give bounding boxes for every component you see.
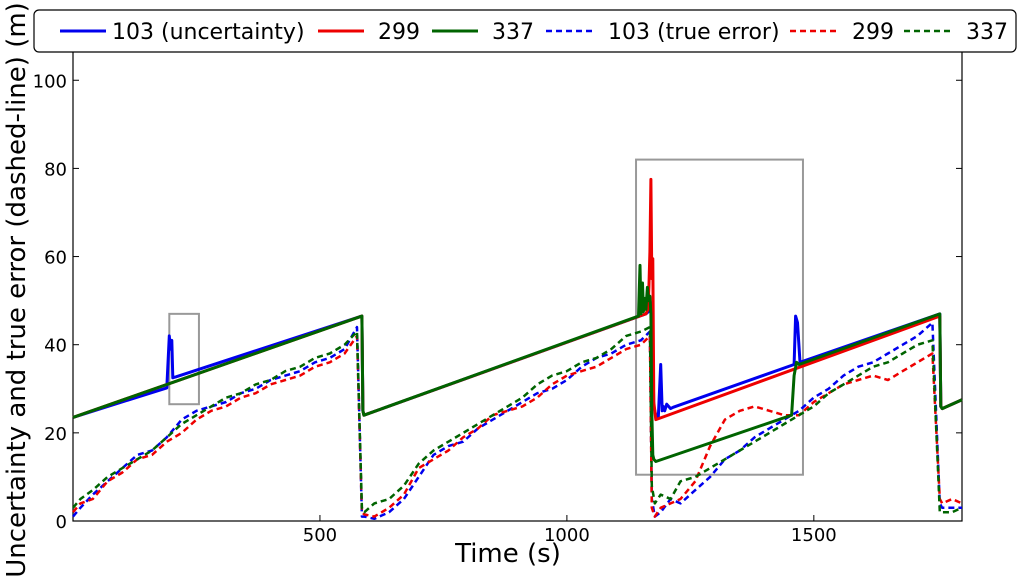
y-tick-label: 100 bbox=[33, 71, 67, 92]
x-tick-label: 500 bbox=[303, 525, 337, 546]
x-tick-label: 1500 bbox=[791, 525, 837, 546]
legend-label-4: 103 (true error) bbox=[608, 20, 780, 45]
series-layer bbox=[72, 177, 963, 521]
y-tick-label: 0 bbox=[56, 512, 67, 533]
y-tick-label: 80 bbox=[44, 159, 67, 180]
legend-label-1: 103 (uncertainty) bbox=[112, 20, 305, 45]
y-tick-label: 20 bbox=[44, 424, 67, 445]
plot-frame bbox=[72, 44, 963, 522]
legend-frame bbox=[33, 9, 1017, 53]
x-axis-label: Time (s) bbox=[454, 539, 561, 569]
series-line-6 bbox=[72, 325, 963, 514]
y-tick-label: 60 bbox=[44, 248, 67, 269]
legend-label-5: 299 bbox=[852, 20, 894, 45]
y-tick-label: 40 bbox=[44, 336, 67, 357]
plot-frame-group bbox=[72, 44, 963, 522]
series-line-4 bbox=[72, 321, 962, 521]
series-line-1 bbox=[72, 301, 963, 419]
axis-ticks: 500 1000 1500 0 20 40 60 80 100 bbox=[33, 45, 962, 546]
legend: 103 (uncertainty) 299 337 103 (true error) 2… bbox=[33, 9, 1017, 53]
y-axis-label: Uncertainty and true error (dashed-line)… bbox=[2, 2, 32, 578]
legend-label-2: 299 bbox=[378, 20, 420, 45]
legend-label-6: 337 bbox=[966, 20, 1008, 45]
legend-label-3: 337 bbox=[492, 20, 534, 45]
series-line-3 bbox=[72, 263, 963, 463]
x-tick-label: 1000 bbox=[544, 525, 590, 546]
